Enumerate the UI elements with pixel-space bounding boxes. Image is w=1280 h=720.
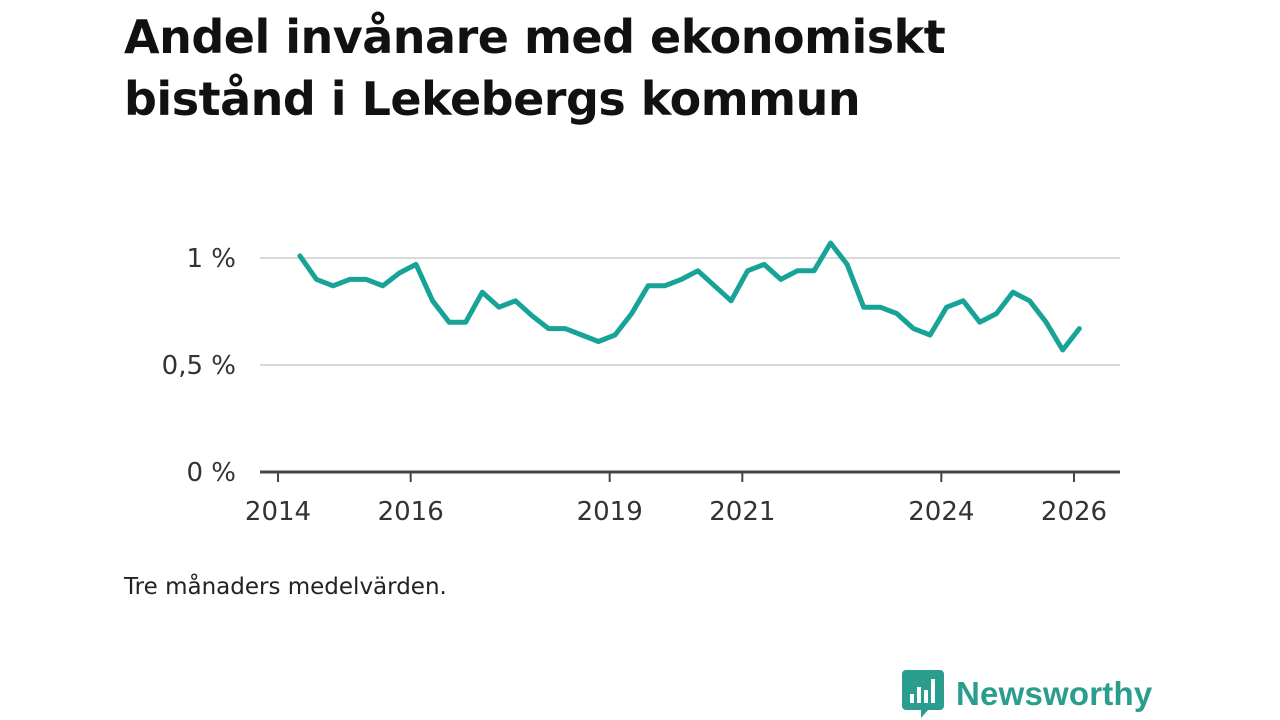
x-tick-label: 2014 (245, 497, 311, 527)
newsworthy-chart-bubble-icon (902, 670, 944, 718)
brand-name: Newsworthy (956, 675, 1153, 712)
x-tick-label: 2024 (908, 497, 974, 527)
y-tick-label: 0,5 % (162, 351, 236, 381)
y-axis-ticks: 0 % 0,5 % 1 % (162, 244, 236, 488)
brand-logo: Newsworthy (902, 670, 1152, 718)
series-line (297, 240, 1082, 353)
x-tick-label: 2026 (1041, 497, 1107, 527)
y-tick-label: 0 % (186, 458, 236, 488)
x-tick-label: 2016 (378, 497, 444, 527)
y-tick-label: 1 % (186, 244, 236, 274)
chart-note: Tre månaders medelvärden. (124, 574, 447, 600)
gridlines (260, 257, 1120, 366)
chart-title: Andel invånare med ekonomiskt bistånd i … (124, 10, 946, 126)
x-tick-label: 2021 (709, 497, 775, 527)
x-tick-label: 2019 (577, 497, 643, 527)
line-chart: 0 % 0,5 % 1 % 2014 2016 2019 2021 2024 2026 (162, 240, 1120, 527)
x-axis-ticks: 2014 2016 2019 2021 2024 2026 (245, 472, 1107, 527)
series (297, 240, 1082, 353)
